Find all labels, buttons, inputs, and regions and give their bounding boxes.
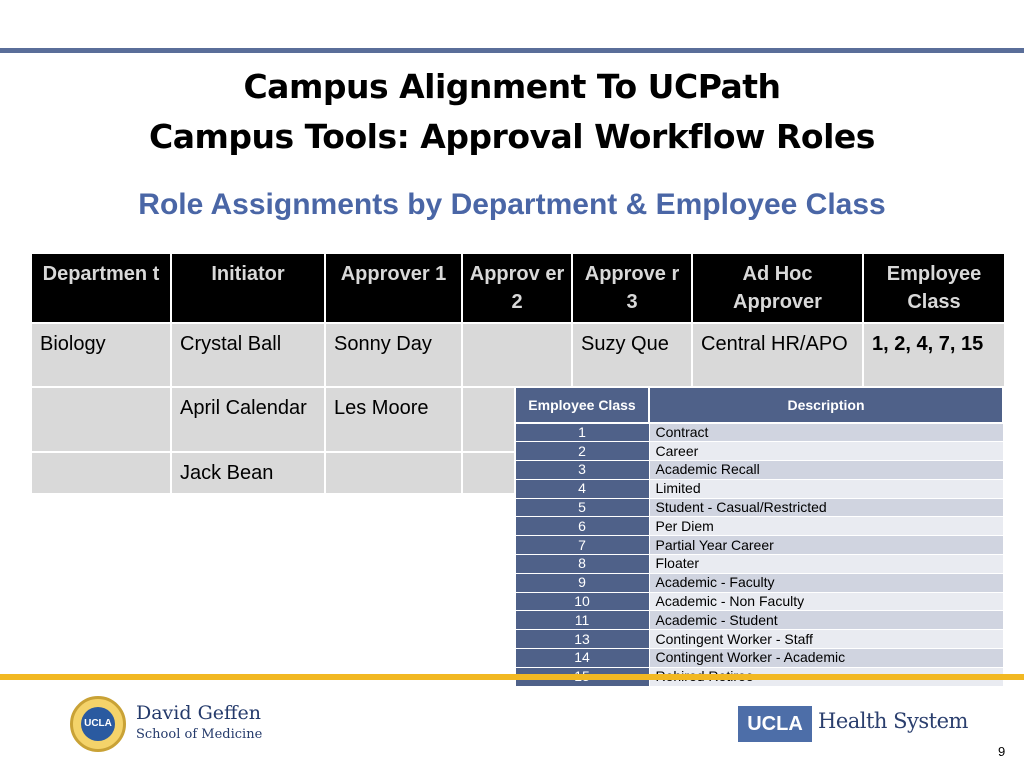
- employee-class-legend: Employee Class Description 1 Contract 2 Car…: [514, 386, 1004, 687]
- legend-class-number: 14: [514, 648, 650, 668]
- dgsom-logo: UCLA David Geffen School of Medicine: [70, 696, 270, 754]
- legend-row: 5 Student - Casual/Restricted: [514, 497, 1004, 518]
- header-initiator: Initiator: [170, 252, 326, 324]
- legend-row: 1 Contract: [514, 422, 1004, 443]
- header-department: Departmen t: [30, 252, 172, 324]
- ucla-health-logo: UCLA Health System: [738, 706, 968, 742]
- legend-class-number: 5: [514, 497, 650, 518]
- cell-department: [30, 386, 172, 453]
- page-number: 9: [998, 744, 1006, 759]
- legend-class-number: 3: [514, 460, 650, 480]
- top-divider: [0, 48, 1024, 53]
- school-subtitle: School of Medicine: [136, 727, 263, 742]
- legend-row: 3 Academic Recall: [514, 460, 1004, 480]
- seal-text: UCLA: [81, 707, 115, 741]
- legend-row: 2 Career: [514, 441, 1004, 462]
- header-ad-hoc-approver: Ad Hoc Approver: [691, 252, 864, 324]
- header-approver-3: Approve r 3: [571, 252, 693, 324]
- legend-body: 1 Contract 2 Career 3 Academic Recall 4 Limited…: [514, 422, 1004, 687]
- cell-department: [30, 451, 172, 495]
- legend-row: 9 Academic - Faculty: [514, 572, 1004, 593]
- legend-class-number: 7: [514, 535, 650, 556]
- legend-header-row: Employee Class Description: [514, 386, 1004, 424]
- ucla-seal-icon: UCLA: [70, 696, 126, 752]
- legend-class-description: Floater: [648, 554, 1004, 574]
- legend-row: 6 Per Diem: [514, 516, 1004, 537]
- cell-ad-hoc-approver: Central HR/APO: [691, 322, 864, 388]
- legend-class-description: Rehired Retiree: [648, 666, 1004, 687]
- school-name: David Geffen: [136, 702, 261, 724]
- legend-class-number: 8: [514, 554, 650, 574]
- legend-row: 11 Academic - Student: [514, 610, 1004, 631]
- cell-approver-1: [324, 451, 463, 495]
- slide-subtitle: Role Assignments by Department & Employe…: [138, 188, 886, 221]
- roles-header-row: Departmen t Initiator Approver 1 Approv …: [30, 252, 1006, 324]
- legend-header-description: Description: [648, 386, 1004, 424]
- legend-row: 10 Academic - Non Faculty: [514, 591, 1004, 612]
- legend-class-description: Per Diem: [648, 516, 1004, 537]
- legend-class-number: 10: [514, 591, 650, 612]
- health-system-text: Health System: [818, 709, 968, 733]
- legend-class-number: 9: [514, 572, 650, 593]
- legend-class-description: Contingent Worker - Staff: [648, 629, 1004, 650]
- table-row: Biology Crystal Ball Sonny Day Suzy Que …: [30, 322, 1006, 388]
- legend-row: 14 Contingent Worker - Academic: [514, 648, 1004, 668]
- cell-approver-1: Les Moore: [324, 386, 463, 453]
- legend-class-description: Academic - Non Faculty: [648, 591, 1004, 612]
- header-employee-class: Employee Class: [862, 252, 1006, 324]
- legend-class-description: Contingent Worker - Academic: [648, 648, 1004, 668]
- ucla-badge: UCLA: [738, 706, 812, 742]
- legend-table: Employee Class Description 1 Contract 2 Car…: [514, 386, 1004, 687]
- slide-title: Campus Alignment To UCPath Campus Tools:…: [0, 62, 1024, 162]
- cell-employee-class: 1, 2, 4, 7, 15: [862, 322, 1006, 388]
- legend-class-number: 4: [514, 478, 650, 499]
- legend-class-number: 1: [514, 422, 650, 443]
- header-approver-2: Approv er 2: [461, 252, 573, 324]
- legend-header-class: Employee Class: [514, 386, 650, 424]
- legend-class-description: Limited: [648, 478, 1004, 499]
- cell-approver-3: Suzy Que: [571, 322, 693, 388]
- legend-row: 7 Partial Year Career: [514, 535, 1004, 556]
- cell-initiator: April Calendar: [170, 386, 326, 453]
- legend-class-description: Academic Recall: [648, 460, 1004, 480]
- legend-class-number: 6: [514, 516, 650, 537]
- legend-class-description: Academic - Student: [648, 610, 1004, 631]
- legend-class-number: 2: [514, 441, 650, 462]
- cell-initiator: Jack Bean: [170, 451, 326, 495]
- cell-approver-1: Sonny Day: [324, 322, 463, 388]
- cell-department: Biology: [30, 322, 172, 388]
- legend-class-number: 13: [514, 629, 650, 650]
- legend-row: 4 Limited: [514, 478, 1004, 499]
- legend-row: 8 Floater: [514, 554, 1004, 574]
- cell-approver-2: [461, 322, 573, 388]
- legend-class-description: Partial Year Career: [648, 535, 1004, 556]
- bottom-divider: [0, 674, 1024, 680]
- legend-class-number: 11: [514, 610, 650, 631]
- cell-initiator: Crystal Ball: [170, 322, 326, 388]
- title-line-1: Campus Alignment To UCPath: [243, 67, 781, 106]
- legend-class-description: Academic - Faculty: [648, 572, 1004, 593]
- legend-row: 13 Contingent Worker - Staff: [514, 629, 1004, 650]
- header-approver-1: Approver 1: [324, 252, 463, 324]
- legend-class-description: Student - Casual/Restricted: [648, 497, 1004, 518]
- legend-class-description: Contract: [648, 422, 1004, 443]
- legend-class-description: Career: [648, 441, 1004, 462]
- title-line-2: Campus Tools: Approval Workflow Roles: [149, 117, 875, 156]
